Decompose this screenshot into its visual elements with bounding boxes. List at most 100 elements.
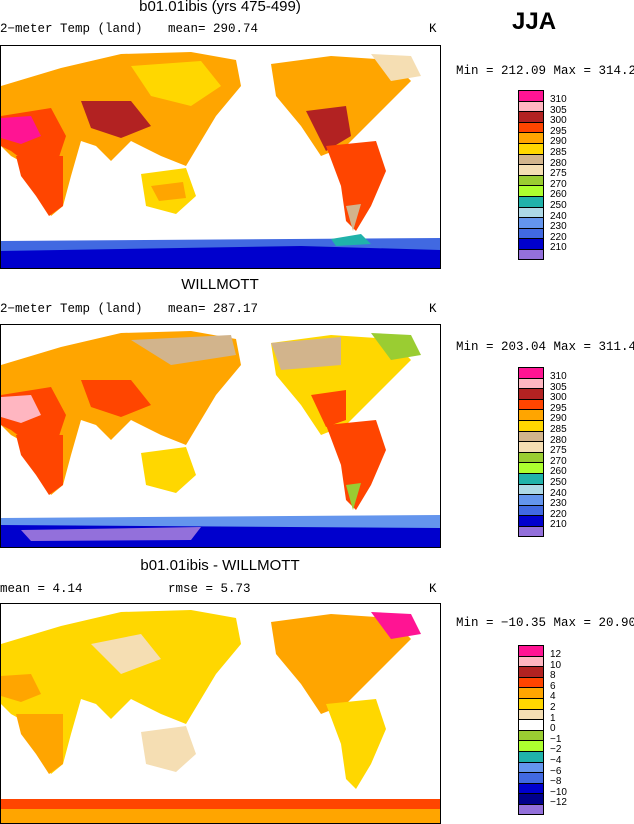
panel-2-mean: mean= 287.17 xyxy=(168,302,259,316)
colorbar-label: 280 xyxy=(550,434,567,446)
colorbar-label: −6 xyxy=(550,765,562,777)
colorbar-swatch xyxy=(518,90,544,101)
colorbar-label: 220 xyxy=(550,231,567,243)
colorbar-label: 280 xyxy=(550,157,567,169)
colorbar-swatch xyxy=(518,729,544,741)
colorbar-swatch xyxy=(518,525,544,537)
panel-3-map xyxy=(0,603,441,824)
colorbar-swatch xyxy=(518,782,544,794)
colorbar-swatch xyxy=(518,451,544,463)
colorbar-swatch xyxy=(518,206,544,218)
colorbar-label: 250 xyxy=(550,199,567,211)
colorbar-swatch xyxy=(518,409,544,420)
colorbar-label: 12 xyxy=(550,649,562,660)
panel-2-variable: 2−meter Temp (land) xyxy=(0,302,143,316)
colorbar-label: 240 xyxy=(550,487,567,499)
panel-3-minmax: Min = −10.35 Max = 20.90 xyxy=(456,616,634,630)
colorbar-label: 285 xyxy=(550,146,567,158)
colorbar-label: 230 xyxy=(550,498,567,510)
colorbar-label: 310 xyxy=(550,371,567,382)
colorbar-label: 210 xyxy=(550,242,567,254)
colorbar-label: −4 xyxy=(550,754,562,766)
colorbar-swatch xyxy=(518,666,544,677)
colorbar-swatch xyxy=(518,419,544,431)
colorbar-label: −8 xyxy=(550,776,562,788)
colorbar-label: 275 xyxy=(550,445,567,457)
colorbar-swatch xyxy=(518,121,544,133)
colorbar-label: 270 xyxy=(550,455,567,467)
colorbar-swatch xyxy=(518,164,544,175)
colorbar-swatch xyxy=(518,132,544,143)
colorbar-swatch xyxy=(518,238,544,249)
colorbar-label: 295 xyxy=(550,125,567,137)
colorbar-swatch xyxy=(518,515,544,526)
colorbar-swatch xyxy=(518,398,544,410)
colorbar-label: 6 xyxy=(550,680,556,692)
colorbar-label: 260 xyxy=(550,189,567,201)
colorbar-swatch xyxy=(518,750,544,762)
panel-2-units: K xyxy=(429,302,437,316)
colorbar-swatch xyxy=(518,100,544,112)
colorbar-swatch xyxy=(518,227,544,239)
colorbar-label: 250 xyxy=(550,476,567,488)
panel-1-mean: mean= 290.74 xyxy=(168,22,259,36)
panel-3-units: K xyxy=(429,582,437,596)
colorbar-swatch xyxy=(518,483,544,495)
colorbar-label: 290 xyxy=(550,413,567,425)
colorbar-label: 285 xyxy=(550,423,567,435)
colorbar-swatch xyxy=(518,195,544,207)
colorbar-swatch xyxy=(518,504,544,516)
colorbar-label: 260 xyxy=(550,466,567,478)
colorbar-label: 230 xyxy=(550,221,567,233)
colorbar-label: 275 xyxy=(550,168,567,180)
panel-1-variable: 2−meter Temp (land) xyxy=(0,22,143,36)
colorbar-label: 270 xyxy=(550,178,567,190)
colorbar-label: 300 xyxy=(550,392,567,404)
colorbar-swatch xyxy=(518,761,544,773)
panel-2-map xyxy=(0,324,441,548)
colorbar-swatch xyxy=(518,687,544,698)
colorbar-swatch xyxy=(518,174,544,186)
colorbar-swatch xyxy=(518,153,544,165)
colorbar-swatch xyxy=(518,655,544,667)
colorbar-swatch xyxy=(518,462,544,473)
panel-1-units: K xyxy=(429,22,437,36)
colorbar-label: 1 xyxy=(550,712,556,724)
colorbar-swatch xyxy=(518,803,544,815)
colorbar-label: 10 xyxy=(550,659,562,671)
colorbar-label: 305 xyxy=(550,104,567,116)
colorbar-swatch xyxy=(518,494,544,505)
colorbar-label: 4 xyxy=(550,691,556,703)
colorbar-label: −1 xyxy=(550,733,562,745)
colorbar-swatch xyxy=(518,185,544,196)
colorbar-swatch xyxy=(518,772,544,783)
colorbar-swatch xyxy=(518,248,544,260)
colorbar-swatch xyxy=(518,793,544,804)
colorbar-label: 240 xyxy=(550,210,567,222)
panel-1-title: b01.01ibis (yrs 475-499) xyxy=(139,0,301,15)
season-label: JJA xyxy=(512,8,557,35)
colorbar-label: 2 xyxy=(550,701,556,713)
panel-3-title: b01.01ibis - WILLMOTT xyxy=(140,557,300,574)
colorbar-swatch xyxy=(518,367,544,378)
colorbar-swatch xyxy=(518,740,544,751)
colorbar-label: 290 xyxy=(550,136,567,148)
panel-2-minmax: Min = 203.04 Max = 311.42 xyxy=(456,340,634,354)
panel-2-title: WILLMOTT xyxy=(181,276,259,293)
colorbar-swatch xyxy=(518,697,544,709)
colorbar-swatch xyxy=(518,645,544,656)
colorbar-swatch xyxy=(518,388,544,399)
panel-1-map xyxy=(0,45,441,269)
colorbar-label: 0 xyxy=(550,723,556,735)
colorbar-swatch xyxy=(518,430,544,442)
colorbar-label: 210 xyxy=(550,519,567,531)
colorbar-swatch xyxy=(518,377,544,389)
colorbar-swatch xyxy=(518,676,544,688)
colorbar-label: 305 xyxy=(550,381,567,393)
colorbar-swatch xyxy=(518,111,544,122)
colorbar-swatch xyxy=(518,719,544,730)
colorbar-label: −12 xyxy=(550,797,567,809)
colorbar-label: 295 xyxy=(550,402,567,414)
colorbar-label: 8 xyxy=(550,670,556,682)
colorbar-label: −10 xyxy=(550,786,567,798)
